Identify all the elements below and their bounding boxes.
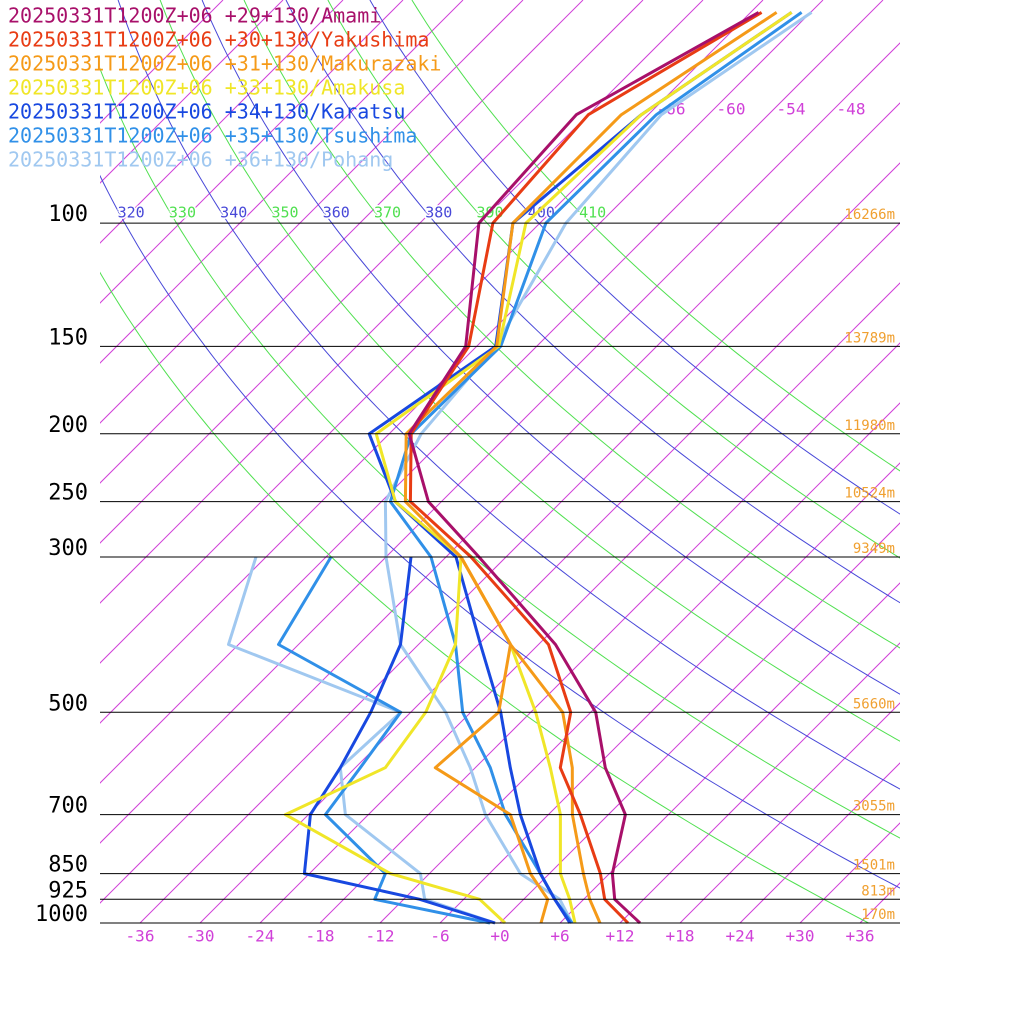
x-tick-label: +0 xyxy=(490,927,509,946)
isentrope-label: 380 xyxy=(425,204,452,222)
y-tick-label: 925 xyxy=(48,878,88,903)
dewpoint-line xyxy=(283,556,507,925)
isotherm xyxy=(559,582,900,923)
height-label: 9349m xyxy=(853,541,895,557)
profiles xyxy=(227,11,813,925)
labels: 100 16266m 150 13789m 200 11980m 250 10524m 300 9… xyxy=(8,4,900,946)
isentrope xyxy=(201,0,900,695)
y-tick-label: 100 xyxy=(48,202,88,227)
isotherm xyxy=(499,522,900,923)
isotherm xyxy=(100,0,764,664)
isotherm xyxy=(100,0,824,724)
legend-entry: 20250331T1200Z+06 +31+130/Makurazaki xyxy=(8,52,441,76)
y-tick-label: 250 xyxy=(48,481,88,506)
isotherm xyxy=(259,282,900,923)
temperature-line xyxy=(388,11,803,924)
isentrope xyxy=(327,0,900,559)
isotherm xyxy=(100,102,900,904)
isentrope-label: 410 xyxy=(579,204,606,222)
isentrope xyxy=(117,0,900,790)
isentrope-label: 320 xyxy=(118,204,145,222)
height-label: 11980m xyxy=(844,418,895,434)
x-tick-label: -36 xyxy=(126,927,155,946)
isentrope xyxy=(285,0,900,604)
isotherm xyxy=(100,0,884,784)
isentrope-label: 360 xyxy=(323,204,350,222)
isentrope xyxy=(100,67,900,839)
isentrope xyxy=(100,174,900,889)
isotherm xyxy=(100,0,704,604)
x-tick-label: -24 xyxy=(246,927,275,946)
legend-entry: 20250331T1200Z+06 +36+130/Pohang xyxy=(8,148,393,172)
x-tick-label: +36 xyxy=(846,927,875,946)
isotherm-label: -60 xyxy=(717,100,746,119)
height-label: 1501m xyxy=(853,858,895,874)
y-tick-label: 850 xyxy=(48,853,88,878)
x-tick-label: +12 xyxy=(606,927,635,946)
x-tick-label: +18 xyxy=(666,927,695,946)
isentrope xyxy=(369,0,900,515)
isentrope xyxy=(159,0,900,742)
isotherm xyxy=(439,462,900,923)
isotherm xyxy=(379,402,900,923)
x-tick-label: +6 xyxy=(550,927,569,946)
legend-entry: 20250331T1200Z+06 +29+130/Amami xyxy=(8,4,381,28)
isentrope-label: 340 xyxy=(220,204,247,222)
height-label: 813m xyxy=(861,883,895,899)
x-tick-label: -30 xyxy=(186,927,215,946)
y-tick-label: 150 xyxy=(48,325,88,350)
x-tick-label: +30 xyxy=(786,927,815,946)
isentrope-label: 350 xyxy=(271,204,298,222)
x-tick-label: -6 xyxy=(430,927,449,946)
height-label: 13789m xyxy=(844,330,895,346)
isotherm xyxy=(139,162,900,923)
isotherm xyxy=(319,342,900,923)
height-label: 3055m xyxy=(853,799,895,815)
temperature-line xyxy=(407,11,760,925)
legend-entry: 20250331T1200Z+06 +35+130/Tsushima xyxy=(8,124,417,148)
height-label: 5660m xyxy=(853,696,895,712)
isotherm xyxy=(100,0,284,184)
isotherm-label: -48 xyxy=(837,100,866,119)
legend-entry: 20250331T1200Z+06 +33+130/Amakusa xyxy=(8,76,405,100)
isotherm xyxy=(679,702,900,923)
dewpoint-line xyxy=(302,556,496,925)
dewpoint-line xyxy=(433,556,550,924)
plot-area: 310320330340350360370380390400410-66-60-… xyxy=(100,0,900,923)
temperature-line xyxy=(383,11,813,924)
dewpoint-line xyxy=(277,556,491,925)
legend-entry: 20250331T1200Z+06 +34+130/Karatsu xyxy=(8,100,405,124)
x-tick-label: -18 xyxy=(306,927,335,946)
height-label: 10524m xyxy=(844,486,895,502)
isotherm xyxy=(100,0,464,364)
x-tick-label: -12 xyxy=(366,927,395,946)
height-label: 170m xyxy=(861,907,895,923)
isentrope xyxy=(411,0,900,472)
isotherm xyxy=(100,0,404,304)
isotherm-label: -54 xyxy=(777,100,806,119)
isotherm xyxy=(100,42,900,844)
isotherm xyxy=(739,762,900,923)
height-label: 16266m xyxy=(844,207,895,223)
y-tick-label: 700 xyxy=(48,794,88,819)
x-tick-label: +24 xyxy=(726,927,755,946)
legend-entry: 20250331T1200Z+06 +30+130/Yakushima xyxy=(8,28,429,52)
y-tick-label: 1000 xyxy=(35,902,88,927)
isentrope-label: 370 xyxy=(374,204,401,222)
isotherm xyxy=(100,0,344,244)
isotherm xyxy=(100,0,524,424)
y-tick-label: 200 xyxy=(48,413,88,438)
temperature-line xyxy=(403,11,778,924)
isotherm xyxy=(619,642,900,923)
isentrope xyxy=(243,0,900,649)
temperature-line xyxy=(408,11,763,925)
isotherm xyxy=(100,0,644,544)
isentrope-label: 330 xyxy=(169,204,196,222)
isotherm xyxy=(199,222,900,923)
y-tick-label: 300 xyxy=(48,536,88,561)
y-tick-label: 500 xyxy=(48,691,88,716)
